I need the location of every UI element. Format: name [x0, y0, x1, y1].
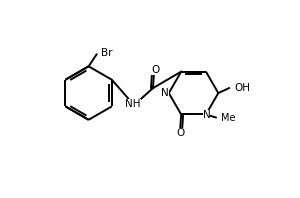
- Text: O: O: [176, 128, 184, 138]
- Text: Me: Me: [221, 113, 236, 124]
- Text: O: O: [152, 65, 160, 75]
- Text: NH: NH: [125, 99, 141, 109]
- Text: OH: OH: [235, 83, 250, 93]
- Text: Br: Br: [101, 49, 113, 58]
- Text: N: N: [161, 88, 169, 98]
- Text: N: N: [203, 110, 210, 121]
